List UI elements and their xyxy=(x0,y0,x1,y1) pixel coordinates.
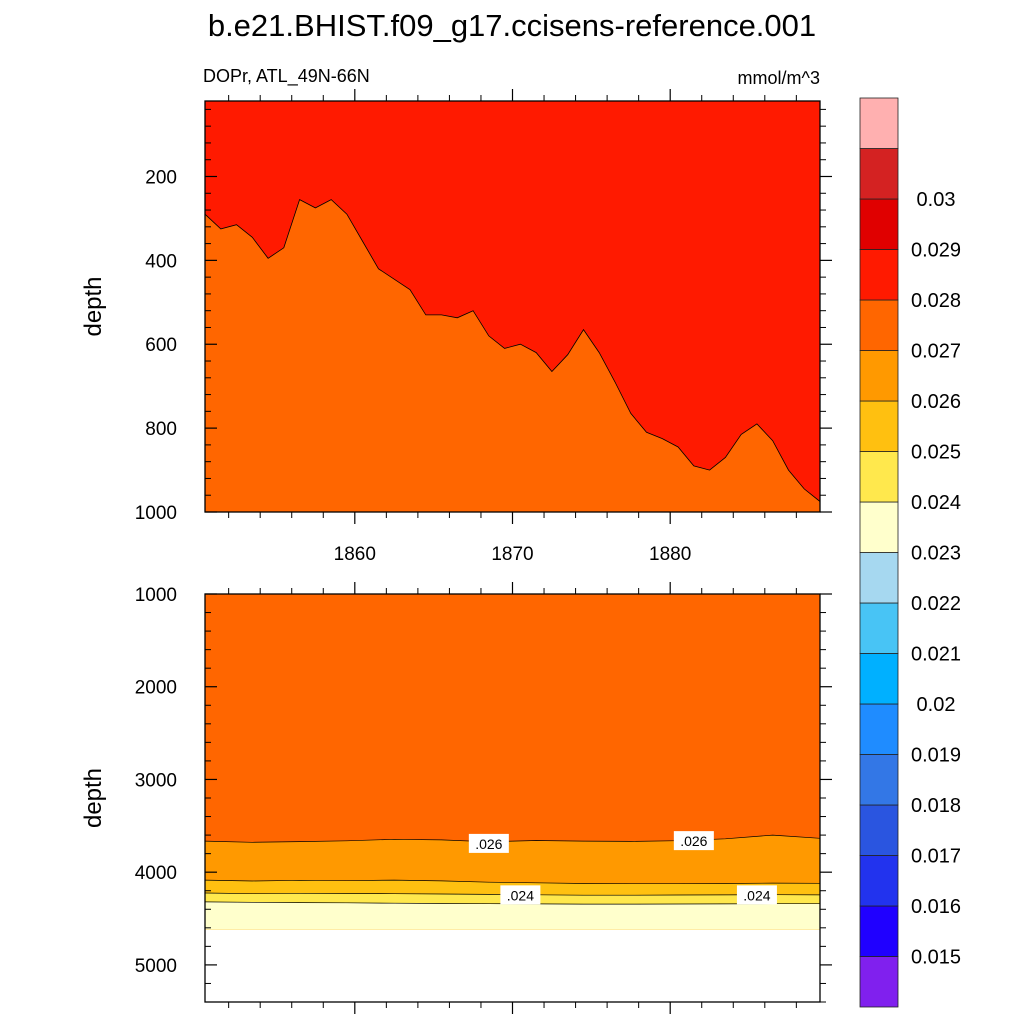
colorbar-tick-label: 0.03 xyxy=(917,189,956,211)
contour-label-box xyxy=(468,833,509,853)
region-0-026-0-027 xyxy=(205,199,820,512)
contour-label: .026 xyxy=(475,836,502,852)
colorbar-tick-label: 0.02 xyxy=(917,694,956,716)
colorbar-tick-label: 0.026 xyxy=(911,391,961,413)
colorbar-box xyxy=(859,905,899,957)
contour-label: .024 xyxy=(507,887,534,903)
colorbar: 0.015 0.016 0.017 0.018 0.019 0.02 0.021 0.022 0… xyxy=(859,97,961,1008)
x-tick-label: 1880 xyxy=(649,544,691,565)
x-tick-label: 1870 xyxy=(491,544,533,565)
upper-panel: 200 400 600 800 1000 1860 1870 1880 depth xyxy=(80,89,832,565)
colorbar-tick-label: 0.029 xyxy=(911,240,961,262)
y-tick-label: 1000 xyxy=(135,503,177,524)
colorbar-tick-label: 0.015 xyxy=(911,947,961,969)
contour-line-0.025 xyxy=(205,879,820,885)
contour-label: .024 xyxy=(743,887,770,903)
y-axis-label: depth xyxy=(80,768,107,828)
colorbar-tick-label: 0.027 xyxy=(911,341,961,363)
colorbar-box xyxy=(859,400,899,452)
variable-region-label: DOPr, ATL_49N-66N xyxy=(203,66,370,87)
y-tick-label: 2000 xyxy=(135,678,177,699)
colorbar-tick-label: 0.022 xyxy=(911,593,961,615)
contour-label-box xyxy=(736,885,777,905)
y-tick-label: 800 xyxy=(145,419,177,440)
filled-contours xyxy=(205,594,820,930)
chart-title: b.e21.BHIST.f09_g17.ccisens-reference.00… xyxy=(208,8,816,43)
region-0.026-0.027 xyxy=(205,594,820,930)
colorbar-tick-label: 0.019 xyxy=(911,745,961,767)
y-tick-label: 200 xyxy=(145,167,177,188)
colorbar-box xyxy=(859,501,899,553)
y-tick-label: 4000 xyxy=(135,863,177,884)
units-label: mmol/m^3 xyxy=(738,68,820,88)
x-tick-label: 1860 xyxy=(334,544,376,565)
colorbar-box xyxy=(859,956,899,1008)
lower-panel: .026 .026 .024 .024 1000 2000 3000 4000 5000 dept… xyxy=(80,582,832,1014)
colorbar-box xyxy=(859,299,899,351)
colorbar-box xyxy=(859,804,899,856)
colorbar-box xyxy=(859,350,899,402)
contour-line-0.026 xyxy=(205,834,820,843)
contour-label-box xyxy=(673,831,714,851)
colorbar-box xyxy=(859,602,899,654)
y-tick-label: 3000 xyxy=(135,770,177,791)
colorbar-box xyxy=(859,855,899,907)
contour-line-0-027 xyxy=(204,199,821,502)
colorbar-box xyxy=(859,451,899,503)
colorbar-box xyxy=(859,653,899,705)
colorbar-tick-label: 0.021 xyxy=(911,644,961,666)
colorbar-tick-label: 0.017 xyxy=(911,846,961,868)
colorbar-tick-label: 0.028 xyxy=(911,290,961,312)
colorbar-box xyxy=(859,249,899,301)
y-tick-label: 600 xyxy=(145,335,177,356)
colorbar-box xyxy=(859,703,899,755)
region-0.022-0.023 xyxy=(205,901,820,930)
colorbar-tick-label: 0.018 xyxy=(911,795,961,817)
colorbar-box xyxy=(859,754,899,806)
y-tick-label: 5000 xyxy=(135,956,177,977)
colorbar-box xyxy=(859,198,899,250)
colorbar-tick-label: 0.025 xyxy=(911,442,961,464)
y-tick-label: 400 xyxy=(145,251,177,272)
colorbar-box xyxy=(859,148,899,200)
contour-label: .026 xyxy=(680,833,707,849)
colorbar-box xyxy=(859,552,899,604)
colorbar-tick-label: 0.024 xyxy=(911,492,961,514)
colorbar-box xyxy=(859,97,899,149)
y-tick-label: 1000 xyxy=(135,585,177,606)
contour-label-box xyxy=(500,885,541,905)
colorbar-tick-label: 0.016 xyxy=(911,896,961,918)
y-axis-label: depth xyxy=(80,276,107,336)
colorbar-tick-label: 0.023 xyxy=(911,543,961,565)
